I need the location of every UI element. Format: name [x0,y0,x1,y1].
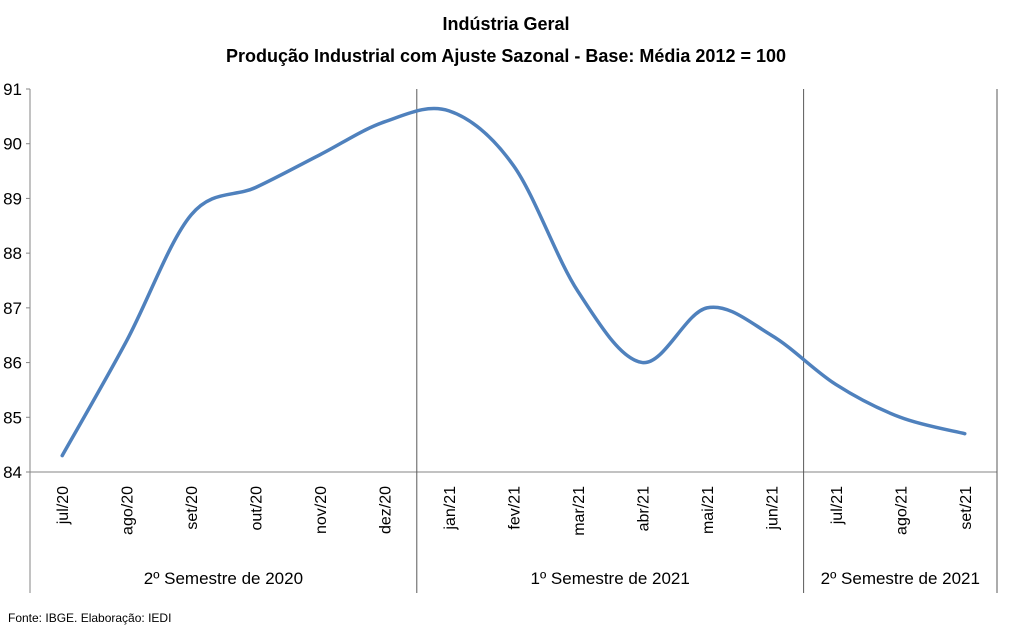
x-tick-label: ago/21 [893,486,910,535]
x-tick-label: abr/21 [635,486,652,531]
x-tick-label: jun/21 [764,486,781,531]
data-point [834,383,837,386]
x-tick-label: ago/20 [120,486,137,535]
series-line [60,106,967,458]
data-point [125,339,128,342]
y-tick-label: 84 [3,463,22,482]
x-tick-label: mai/21 [700,486,717,534]
group-label: 1º Semestre de 2021 [531,569,690,588]
data-point [641,361,644,364]
group-label: 2º Semestre de 2020 [144,569,303,588]
data-point [448,109,451,112]
chart-title: Indústria Geral [442,14,569,34]
x-axis-ticks: jul/20 ago/20 set/20 out/20 nov/20 dez/20 jan/… [55,486,975,536]
data-point [512,164,515,167]
x-tick-label: set/21 [958,486,975,530]
axes [29,89,997,593]
y-tick-label: 90 [3,135,22,154]
x-tick-label: jul/20 [55,486,72,525]
data-point [190,213,193,216]
data-point [899,416,902,419]
data-point [383,120,386,123]
x-tick-label: jul/21 [829,486,846,525]
y-tick-label: 91 [3,80,22,99]
x-tick-label: jan/21 [442,486,459,531]
source-note: Fonte: IBGE. Elaboração: IEDI [8,611,172,625]
y-tick-label: 87 [3,299,22,318]
x-tick-label: mar/21 [571,486,588,536]
series-layer [60,106,967,458]
y-tick-label: 89 [3,189,22,208]
data-point [319,153,322,156]
data-point [705,306,708,309]
data-point [61,454,64,457]
y-tick-label: 85 [3,408,22,427]
data-point [254,186,257,189]
data-point [963,432,966,435]
chart-subtitle: Produção Industrial com Ajuste Sazonal -… [226,46,786,66]
y-tick-label: 86 [3,354,22,373]
x-tick-label: out/20 [249,486,266,531]
y-axis-ticks: 84 85 86 87 88 89 90 91 [3,80,30,482]
x-axis-groups: 2º Semestre de 2020 1º Semestre de 2021 2º… [144,89,998,593]
group-label: 2º Semestre de 2021 [821,569,980,588]
y-tick-label: 88 [3,244,22,263]
data-point [576,290,579,293]
x-tick-label: nov/20 [313,486,330,534]
x-tick-label: fev/21 [507,486,524,530]
data-point [770,334,773,337]
x-tick-label: dez/20 [378,486,395,534]
x-tick-label: set/20 [184,486,201,530]
